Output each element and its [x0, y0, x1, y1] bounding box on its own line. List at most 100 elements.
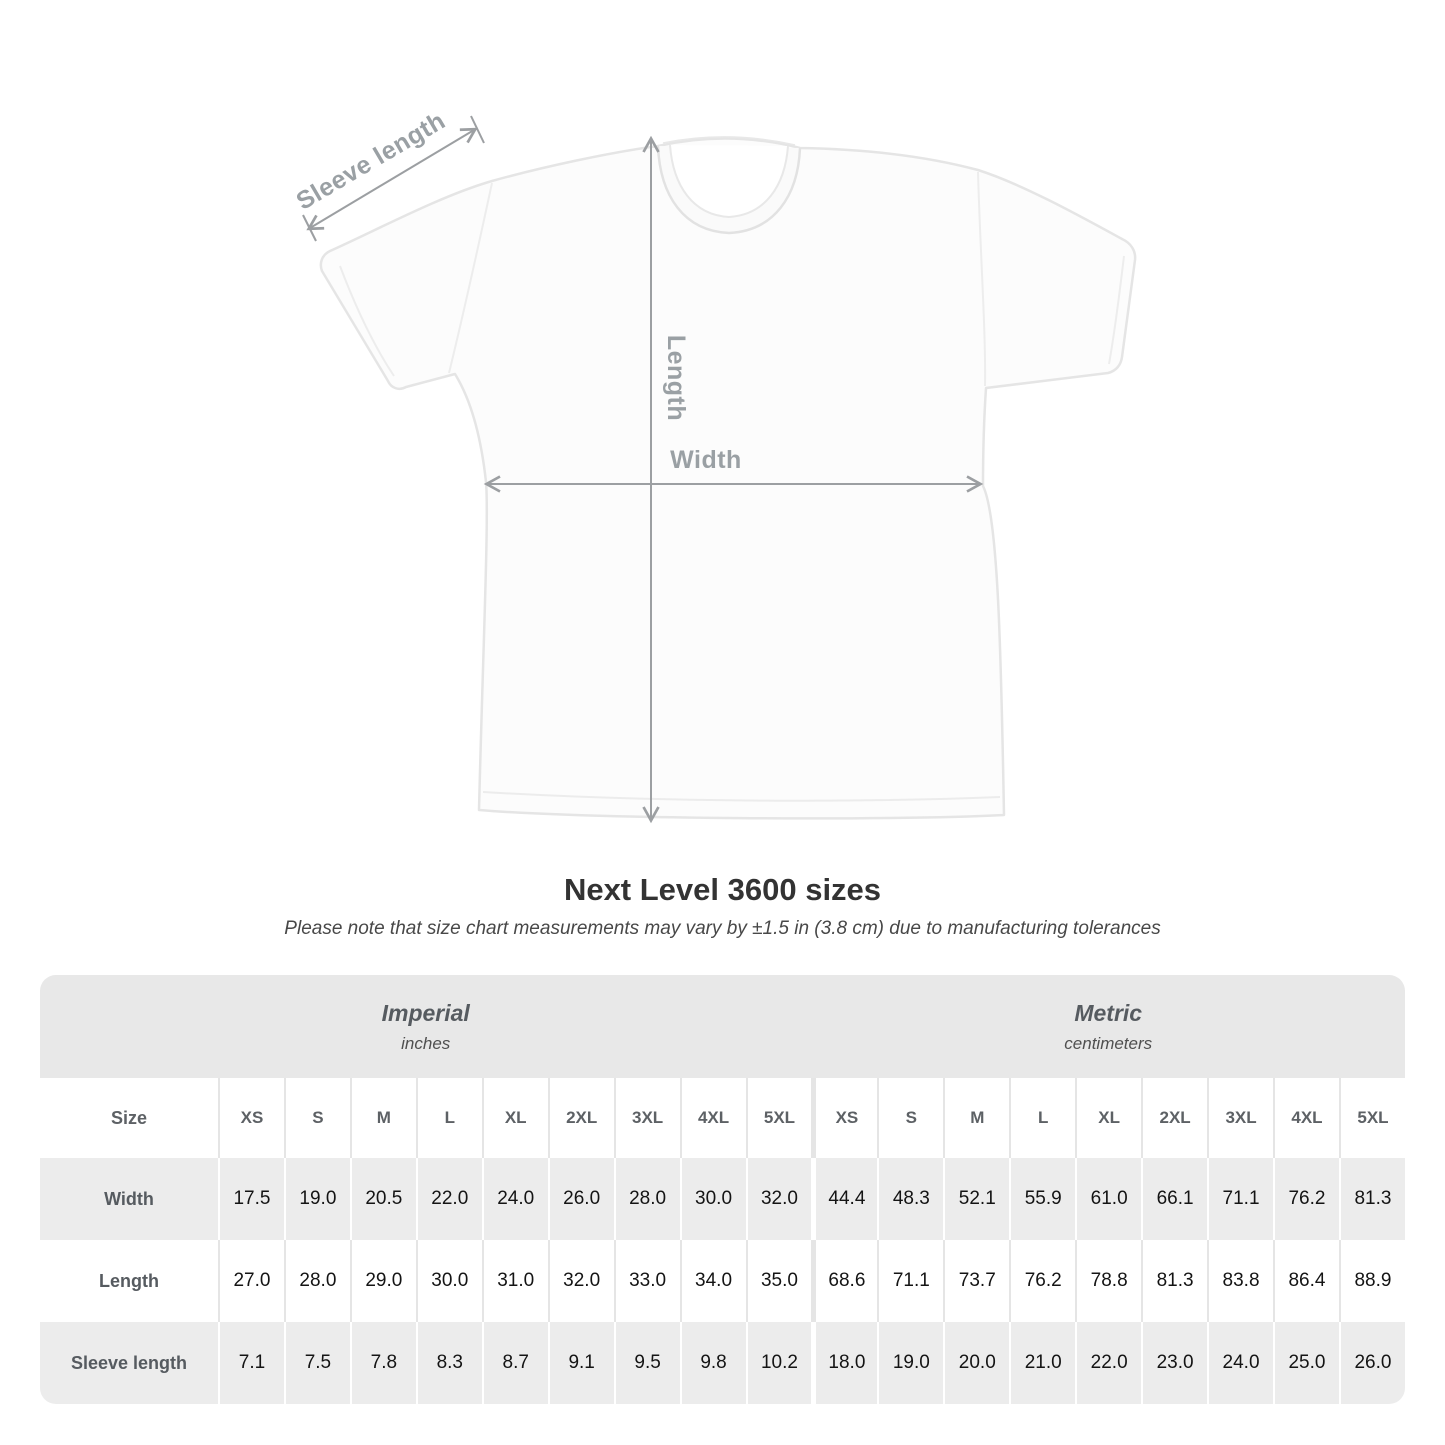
imperial-title: Imperial [381, 999, 470, 1026]
cell-sleeve-length-imperial-l: 8.3 [415, 1322, 482, 1404]
collar-inner [669, 144, 789, 219]
cell-sleeve-length-metric-4xl: 25.0 [1273, 1322, 1339, 1404]
cell-length-metric-xl: 78.8 [1075, 1240, 1142, 1322]
right-sleeve-seam [977, 171, 987, 387]
cell-length-metric-l: 76.2 [1009, 1240, 1076, 1322]
tshirt-illustration [319, 136, 1137, 820]
width-label: Width [670, 446, 742, 474]
cell-length-metric-3xl: 83.8 [1207, 1240, 1273, 1322]
cell-length-imperial-s: 28.0 [283, 1240, 350, 1322]
size-col-metric-l: L [1009, 1078, 1076, 1158]
cell-width-imperial-xs: 17.5 [218, 1158, 284, 1240]
cell-length-imperial-4xl: 34.0 [679, 1240, 746, 1322]
cell-width-imperial-3xl: 28.0 [613, 1158, 680, 1240]
metric-title: Metric [1074, 999, 1143, 1026]
cell-length-imperial-xs: 27.0 [218, 1240, 284, 1322]
cell-sleeve-length-metric-s: 19.0 [877, 1322, 944, 1404]
tshirt-measurement-diagram: Sleeve length Length Width [250, 88, 1150, 850]
left-sleeve-seam [448, 182, 493, 374]
cell-sleeve-length-metric-3xl: 24.0 [1207, 1322, 1273, 1404]
cell-length-imperial-l: 30.0 [415, 1240, 482, 1322]
cell-sleeve-length-metric-xs: 18.0 [811, 1322, 878, 1404]
tolerance-note: Please note that size chart measurements… [284, 918, 1161, 939]
cell-width-imperial-m: 20.5 [349, 1158, 416, 1240]
sleeve-length-label: Sleeve length [292, 106, 451, 215]
tshirt-diagram-svg: Sleeve length Length Width [292, 106, 1137, 824]
cell-length-imperial-xl: 31.0 [481, 1240, 548, 1322]
cell-sleeve-length-imperial-s: 7.5 [283, 1322, 350, 1404]
cell-width-metric-2xl: 66.1 [1141, 1158, 1208, 1240]
cell-length-metric-xs: 68.6 [811, 1240, 878, 1322]
cell-sleeve-length-metric-l: 21.0 [1009, 1322, 1076, 1404]
cell-width-imperial-xl: 24.0 [481, 1158, 548, 1240]
cell-width-metric-s: 48.3 [877, 1158, 944, 1240]
unit-header-row: Imperial inches Metric centimeters [40, 975, 1405, 1078]
cell-width-imperial-2xl: 26.0 [547, 1158, 614, 1240]
size-col-metric-xs: XS [811, 1078, 878, 1158]
size-col-imperial-xl: XL [481, 1078, 548, 1158]
size-col-imperial-s: S [283, 1078, 350, 1158]
length-row-label: Length [40, 1240, 218, 1322]
imperial-unit-subtitle: inches [401, 1033, 451, 1053]
size-table-container: Imperial inches Metric centimeters Size … [40, 975, 1405, 1404]
cell-sleeve-length-imperial-2xl: 9.1 [547, 1322, 614, 1404]
cell-sleeve-length-metric-xl: 22.0 [1075, 1322, 1142, 1404]
width-row-label: Width [40, 1158, 218, 1240]
size-col-metric-2xl: 2XL [1141, 1078, 1208, 1158]
cell-width-metric-3xl: 71.1 [1207, 1158, 1273, 1240]
sleeve-arrow-end-tick-bottom [302, 214, 317, 242]
cell-length-metric-2xl: 81.3 [1141, 1240, 1208, 1322]
size-col-imperial-2xl: 2XL [547, 1078, 614, 1158]
size-chart-table: Imperial inches Metric centimeters Size … [40, 975, 1405, 1404]
sleeve-length-row-label: Sleeve length [40, 1322, 218, 1404]
size-col-imperial-4xl: 4XL [679, 1078, 746, 1158]
cell-sleeve-length-imperial-3xl: 9.5 [613, 1322, 680, 1404]
cell-width-metric-m: 52.1 [943, 1158, 1010, 1240]
size-col-metric-5xl: 5XL [1338, 1078, 1405, 1158]
cell-width-imperial-s: 19.0 [283, 1158, 350, 1240]
cell-length-metric-s: 71.1 [877, 1240, 944, 1322]
cell-sleeve-length-imperial-m: 7.8 [349, 1322, 416, 1404]
sleeve-length-arrow [306, 127, 478, 231]
right-sleeve-hem [1108, 255, 1125, 365]
cell-length-imperial-2xl: 32.0 [547, 1240, 614, 1322]
size-col-metric-xl: XL [1075, 1078, 1142, 1158]
cell-sleeve-length-metric-5xl: 26.0 [1338, 1322, 1405, 1404]
size-col-imperial-m: M [349, 1078, 416, 1158]
sleeve-length-row: Sleeve length 7.1 7.5 7.8 8.3 8.7 9.1 9.5 9.8 10… [40, 1322, 1405, 1404]
size-row-label: Size [40, 1078, 218, 1158]
cell-width-imperial-5xl: 32.0 [745, 1158, 812, 1240]
cell-sleeve-length-imperial-xl: 8.7 [481, 1322, 548, 1404]
metric-unit-subtitle: centimeters [1064, 1033, 1153, 1053]
measurement-arrows [302, 115, 984, 824]
cell-width-imperial-l: 22.0 [415, 1158, 482, 1240]
cell-sleeve-length-imperial-xs: 7.1 [218, 1322, 284, 1404]
hem-stitch [482, 791, 1001, 802]
sleeve-arrow-end-tick-top [470, 115, 485, 144]
left-sleeve-hem [339, 265, 395, 377]
cell-sleeve-length-metric-m: 20.0 [943, 1322, 1010, 1404]
cell-sleeve-length-metric-2xl: 23.0 [1141, 1322, 1208, 1404]
cell-length-metric-5xl: 88.9 [1338, 1240, 1405, 1322]
metric-header-cell: Metric centimeters [811, 975, 1405, 1078]
size-col-imperial-5xl: 5XL [745, 1078, 812, 1158]
collar-back-seam [662, 136, 796, 146]
tshirt-outline [319, 137, 1137, 820]
size-col-metric-m: M [943, 1078, 1010, 1158]
cell-width-metric-xs: 44.4 [811, 1158, 878, 1240]
cell-length-metric-4xl: 86.4 [1273, 1240, 1339, 1322]
length-label: Length [662, 335, 690, 421]
size-col-imperial-3xl: 3XL [613, 1078, 680, 1158]
size-col-metric-s: S [877, 1078, 944, 1158]
cell-sleeve-length-imperial-4xl: 9.8 [679, 1322, 746, 1404]
cell-width-metric-xl: 61.0 [1075, 1158, 1142, 1240]
cell-length-imperial-3xl: 33.0 [613, 1240, 680, 1322]
size-header-row: Size XS S M L XL 2XL 3XL 4XL 5XL XS S M L XL 2XL 3XL 4XL… [40, 1078, 1405, 1158]
size-col-metric-4xl: 4XL [1273, 1078, 1339, 1158]
size-col-imperial-l: L [415, 1078, 482, 1158]
cell-sleeve-length-imperial-5xl: 10.2 [745, 1322, 812, 1404]
cell-length-metric-m: 73.7 [943, 1240, 1010, 1322]
page-title: Next Level 3600 sizes [563, 872, 882, 907]
cell-length-imperial-m: 29.0 [349, 1240, 416, 1322]
